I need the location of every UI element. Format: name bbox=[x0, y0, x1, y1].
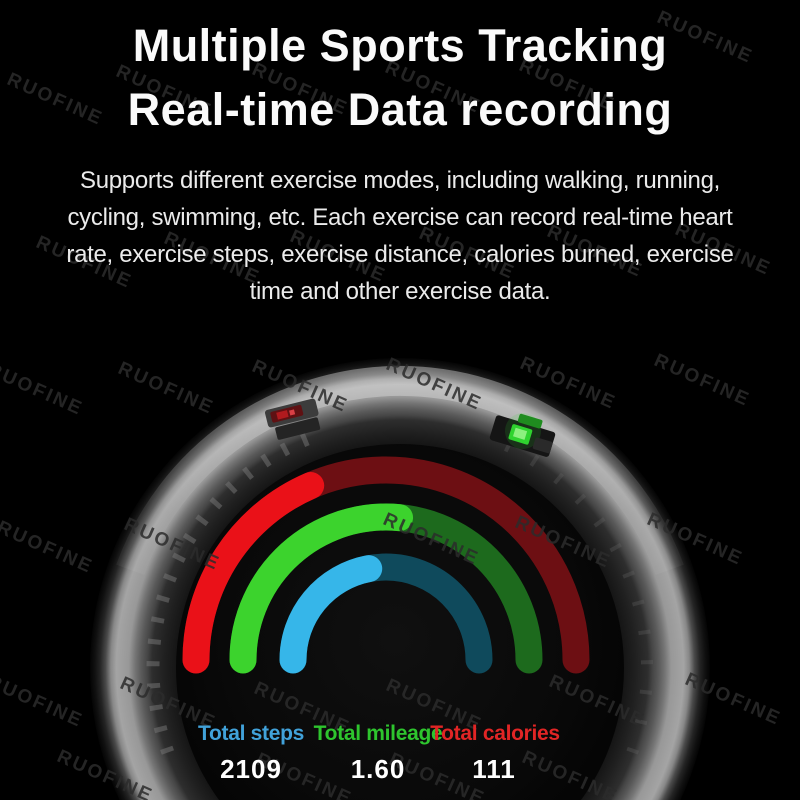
red-led-glow bbox=[276, 410, 289, 420]
description-line: rate, exercise steps, exercise distance,… bbox=[66, 241, 734, 268]
description-line: time and other exercise data. bbox=[249, 278, 551, 305]
red-led-base bbox=[275, 417, 321, 440]
description-line: cycling, swimming, etc. Each exercise ca… bbox=[67, 204, 733, 231]
value-total-steps: 2109 bbox=[220, 754, 282, 784]
ring-highlight bbox=[116, 365, 684, 575]
ring-segment-ticks-left bbox=[146, 429, 318, 755]
headline-line-1: Multiple Sports Tracking bbox=[132, 20, 668, 71]
headline-line-2: Real-time Data recording bbox=[127, 84, 673, 135]
green-led-dot bbox=[513, 427, 528, 440]
green-led-upper bbox=[517, 413, 543, 429]
description: Supports different exercise modes, inclu… bbox=[0, 162, 800, 310]
ring-segment-ticks-right bbox=[482, 430, 653, 755]
headline: Multiple Sports Tracking Real-time Data … bbox=[0, 14, 800, 142]
green-led-base bbox=[532, 437, 553, 454]
arc-progress-steps bbox=[279, 553, 493, 674]
red-led-dot bbox=[289, 409, 296, 416]
metric-values: 2109 1.60 111 bbox=[0, 754, 800, 788]
legend-total-mileage: Total mileage bbox=[313, 722, 443, 745]
arc-progress-mileage bbox=[229, 503, 543, 674]
green-sensor-led bbox=[489, 413, 556, 457]
arc-progress-calories bbox=[182, 456, 590, 674]
red-sensor-led bbox=[264, 398, 321, 440]
legend-total-calories: Total calories bbox=[430, 722, 560, 745]
activity-arcs bbox=[182, 456, 590, 674]
metric-legend: Total steps Total mileage Total calories bbox=[0, 722, 800, 750]
description-line: Supports different exercise modes, inclu… bbox=[80, 167, 720, 194]
value-total-calories: 111 bbox=[472, 754, 516, 784]
legend-total-steps: Total steps bbox=[198, 722, 304, 745]
value-total-mileage: 1.60 bbox=[350, 754, 406, 784]
